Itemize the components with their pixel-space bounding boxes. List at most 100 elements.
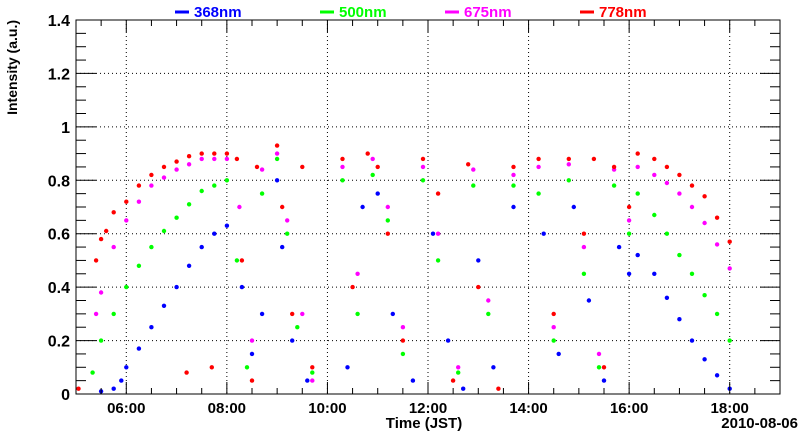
data-point-500nm bbox=[149, 244, 154, 250]
data-point-368nm bbox=[586, 298, 592, 303]
x-tick-label: 10:00 bbox=[308, 400, 346, 417]
data-point-368nm bbox=[601, 378, 607, 383]
x-tick-label: 18:00 bbox=[711, 400, 749, 417]
data-point-778nm bbox=[76, 386, 81, 391]
data-point-500nm bbox=[90, 370, 95, 375]
data-point-778nm bbox=[702, 194, 707, 199]
data-point-778nm bbox=[149, 172, 154, 178]
data-point-368nm bbox=[212, 231, 217, 236]
data-point-500nm bbox=[566, 178, 571, 183]
data-point-778nm bbox=[536, 156, 541, 162]
data-point-500nm bbox=[536, 191, 541, 196]
data-point-778nm bbox=[184, 370, 189, 375]
data-point-500nm bbox=[486, 311, 491, 317]
data-point-368nm bbox=[652, 271, 657, 276]
data-point-778nm bbox=[450, 378, 456, 383]
data-point-675nm bbox=[285, 218, 290, 223]
data-point-675nm bbox=[124, 218, 129, 223]
data-point-500nm bbox=[581, 271, 587, 276]
data-point-675nm bbox=[186, 162, 192, 167]
data-point-500nm bbox=[596, 365, 602, 370]
data-point-368nm bbox=[664, 295, 670, 300]
data-point-675nm bbox=[652, 172, 657, 178]
data-point-500nm bbox=[456, 370, 461, 375]
data-point-675nm bbox=[420, 164, 426, 170]
data-point-778nm bbox=[601, 365, 607, 370]
data-point-500nm bbox=[664, 231, 670, 236]
data-point-675nm bbox=[224, 156, 230, 162]
data-point-778nm bbox=[161, 164, 167, 170]
data-point-675nm bbox=[551, 325, 556, 330]
data-point-778nm bbox=[375, 164, 380, 170]
data-point-500nm bbox=[370, 172, 375, 178]
data-point-778nm bbox=[340, 156, 345, 162]
data-point-675nm bbox=[355, 271, 360, 276]
y-tick-label: 0.6 bbox=[48, 227, 70, 244]
data-point-778nm bbox=[635, 151, 640, 156]
data-point-500nm bbox=[551, 338, 556, 343]
data-point-778nm bbox=[689, 183, 695, 188]
data-point-778nm bbox=[566, 156, 571, 162]
data-point-675nm bbox=[149, 183, 154, 188]
data-point-675nm bbox=[136, 199, 142, 204]
data-point-500nm bbox=[244, 365, 250, 370]
legend-label-368nm: 368nm bbox=[194, 4, 242, 21]
data-point-675nm bbox=[689, 204, 695, 210]
data-point-500nm bbox=[677, 252, 682, 258]
data-point-500nm bbox=[295, 325, 300, 330]
data-point-675nm bbox=[727, 266, 732, 271]
data-point-368nm bbox=[290, 338, 295, 343]
data-point-500nm bbox=[702, 293, 707, 298]
data-point-675nm bbox=[174, 167, 179, 172]
date-label: 2010-08-06 bbox=[721, 415, 798, 432]
data-point-500nm bbox=[199, 188, 204, 194]
data-point-500nm bbox=[161, 228, 167, 234]
data-point-500nm bbox=[355, 311, 360, 317]
data-point-675nm bbox=[161, 175, 167, 180]
data-point-500nm bbox=[310, 370, 315, 375]
data-point-500nm bbox=[689, 271, 695, 276]
data-points bbox=[76, 143, 732, 394]
data-point-778nm bbox=[234, 156, 240, 162]
data-point-500nm bbox=[285, 231, 290, 236]
data-point-368nm bbox=[677, 317, 682, 322]
data-point-500nm bbox=[136, 263, 142, 268]
data-point-368nm bbox=[136, 346, 142, 351]
data-point-500nm bbox=[174, 215, 179, 220]
data-point-778nm bbox=[727, 239, 732, 244]
data-point-368nm bbox=[161, 303, 167, 308]
data-point-500nm bbox=[224, 178, 230, 183]
data-point-675nm bbox=[435, 231, 441, 236]
data-point-500nm bbox=[727, 338, 732, 343]
data-point-368nm bbox=[689, 338, 695, 343]
data-point-368nm bbox=[124, 365, 129, 370]
data-point-368nm bbox=[119, 378, 124, 383]
data-point-368nm bbox=[571, 204, 576, 210]
y-tick-label: 1 bbox=[61, 120, 70, 137]
data-point-500nm bbox=[635, 191, 640, 196]
y-tick-label: 0.4 bbox=[48, 280, 70, 297]
x-axis-label: Time (JST) bbox=[386, 415, 462, 432]
data-point-778nm bbox=[224, 151, 230, 156]
data-point-500nm bbox=[511, 183, 516, 188]
data-point-778nm bbox=[591, 156, 597, 162]
grid bbox=[76, 20, 780, 394]
data-point-500nm bbox=[274, 156, 280, 162]
data-point-778nm bbox=[209, 365, 214, 370]
data-point-368nm bbox=[186, 263, 192, 268]
data-point-500nm bbox=[400, 351, 406, 357]
data-point-675nm bbox=[566, 162, 571, 167]
x-tick-label: 16:00 bbox=[610, 400, 648, 417]
data-point-500nm bbox=[420, 178, 426, 183]
data-point-500nm bbox=[435, 258, 441, 263]
data-point-675nm bbox=[212, 156, 217, 162]
data-point-778nm bbox=[435, 191, 441, 196]
data-point-675nm bbox=[702, 220, 707, 226]
data-point-778nm bbox=[385, 231, 390, 236]
y-tick-label: 0.2 bbox=[48, 334, 70, 351]
data-point-368nm bbox=[111, 386, 116, 391]
data-point-675nm bbox=[340, 164, 345, 170]
data-point-368nm bbox=[345, 365, 350, 370]
data-point-675nm bbox=[259, 167, 265, 172]
data-point-675nm bbox=[385, 204, 390, 210]
